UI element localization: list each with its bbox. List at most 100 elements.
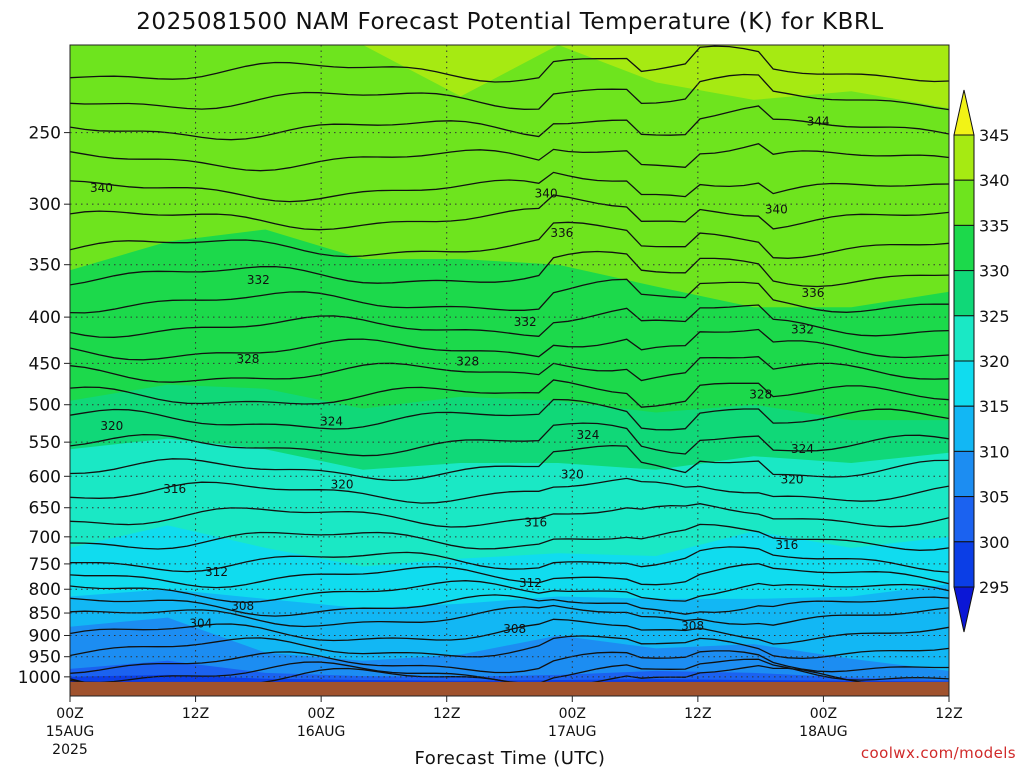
- colorbar-tick-label: 320: [979, 352, 1010, 371]
- contour-label: 316: [775, 538, 798, 552]
- contour-label: 320: [331, 478, 354, 492]
- colorbar-segment: [953, 179, 975, 226]
- contour-label: 328: [456, 355, 479, 369]
- contour-line: [70, 221, 949, 259]
- colorbar-tick-label: 310: [979, 442, 1010, 461]
- colorbar-tick-label: 315: [979, 397, 1010, 416]
- colorbar-segment: [953, 405, 975, 452]
- colorbar-segment: [953, 541, 975, 588]
- x-axis-label: Forecast Time (UTC): [415, 748, 606, 768]
- contour-line: [70, 563, 949, 589]
- contour-label: 336: [802, 286, 825, 300]
- x-tick-date-label: 16AUG: [297, 724, 346, 740]
- y-tick-label: 1000: [18, 668, 61, 688]
- contour-label: 328: [236, 352, 259, 366]
- colorbar-tick-label: 305: [979, 488, 1010, 507]
- contour-label: 324: [320, 415, 343, 429]
- contour-label: 344: [807, 114, 830, 128]
- contour-line: [70, 650, 949, 674]
- x-tick-label: 12Z: [935, 706, 962, 722]
- colorbar-tick-label: 295: [979, 578, 1010, 597]
- contour-line: [70, 635, 949, 660]
- y-tick-label: 800: [29, 580, 61, 600]
- contour-line: [70, 523, 949, 551]
- contour-labels: 340 344 340 340 336 336 332 332 332 328 328 328 324 3…: [90, 114, 830, 635]
- colorbar-segment: [953, 496, 975, 543]
- y-tick-label: 950: [29, 648, 61, 668]
- x-tick-year-label: 2025: [52, 742, 88, 758]
- contour-lines: [70, 45, 949, 689]
- contour-line: [70, 422, 949, 457]
- contour-line: [70, 604, 949, 628]
- colorbar-segment: [953, 315, 975, 362]
- y-tick-label: 550: [29, 433, 61, 453]
- contour-line: [70, 379, 949, 408]
- contour-line: [70, 105, 949, 141]
- y-tick-label: 500: [29, 396, 61, 416]
- contour-line: [70, 398, 949, 431]
- colorbar: 345 340 335 330 325 320 315 310 305 300 295: [953, 89, 1010, 633]
- contour-label: 328: [749, 387, 772, 401]
- contour-line: [70, 194, 949, 231]
- x-tick-label: 12Z: [182, 706, 209, 722]
- contour-line: [70, 444, 949, 482]
- y-tick-label: 250: [29, 124, 61, 144]
- x-tick-label: 12Z: [433, 706, 460, 722]
- ground: [70, 681, 949, 696]
- y-tick-label: 400: [29, 308, 61, 328]
- y-tick-label: 700: [29, 528, 61, 548]
- band-fill: [70, 45, 949, 109]
- contour-line: [70, 304, 949, 338]
- colorbar-tick-label: 335: [979, 216, 1010, 235]
- y-tick-label: 850: [29, 604, 61, 624]
- colorbar-max-arrow: [953, 89, 975, 136]
- colorbar-segment: [953, 224, 975, 272]
- y-tick-label: 900: [29, 626, 61, 646]
- x-tick-label: 00Z: [559, 706, 586, 722]
- contour-line: [70, 546, 949, 573]
- contour-label: 308: [681, 619, 704, 633]
- colorbar-segment: [953, 134, 975, 181]
- colorbar-tick-label: 325: [979, 307, 1010, 326]
- y-tick-label: 650: [29, 499, 61, 519]
- contour-label: 308: [503, 622, 526, 636]
- y-axis: 2503003504004505005506006507007508008509…: [18, 124, 70, 688]
- x-axis: 00Z 15AUG 2025 12Z 00Z 16AUG 12Z 00Z 17AUG 12Z 00Z…: [46, 696, 963, 758]
- y-tick-label: 350: [29, 256, 61, 276]
- contour-line: [70, 594, 949, 617]
- x-tick-label: 00Z: [307, 706, 334, 722]
- plot-frame: [69, 44, 950, 697]
- contour-line: [70, 171, 949, 203]
- contour-line: [70, 278, 949, 314]
- contour-label: 340: [765, 202, 788, 216]
- colorbar-min-arrow: [953, 586, 975, 633]
- contour-line: [70, 328, 949, 361]
- y-tick-label: 750: [29, 555, 61, 575]
- contour-label: 320: [561, 467, 584, 481]
- contour-line: [70, 618, 949, 645]
- colorbar-segment: [953, 360, 975, 407]
- contour-label: 308: [231, 599, 254, 613]
- colorbar-tick-label: 345: [979, 126, 1010, 145]
- contour-line: [70, 477, 949, 504]
- grid-lines: [70, 45, 949, 696]
- y-tick-label: 600: [29, 467, 61, 487]
- colorbar-tick-label: 330: [979, 262, 1010, 281]
- colorbar-segment: [953, 270, 975, 317]
- contour-label: 312: [205, 565, 228, 579]
- contour-line: [70, 658, 949, 685]
- credit-text: coolwx.com/models: [861, 744, 1016, 762]
- colorbar-tick-label: 300: [979, 533, 1010, 552]
- plot-area: 340 344 340 340 336 336 332 332 332 328 328 328 324 3…: [70, 45, 949, 696]
- contour-label: 340: [90, 181, 113, 195]
- x-tick-date-label: 17AUG: [548, 724, 597, 740]
- contour-label: 324: [577, 428, 600, 442]
- contour-label: 332: [514, 315, 537, 329]
- contour-line: [70, 356, 949, 383]
- contour-line: [70, 142, 949, 172]
- contour-line: [70, 580, 949, 604]
- ground-fill: [70, 681, 949, 696]
- y-tick-label: 450: [29, 354, 61, 374]
- contour-label: 320: [781, 473, 804, 487]
